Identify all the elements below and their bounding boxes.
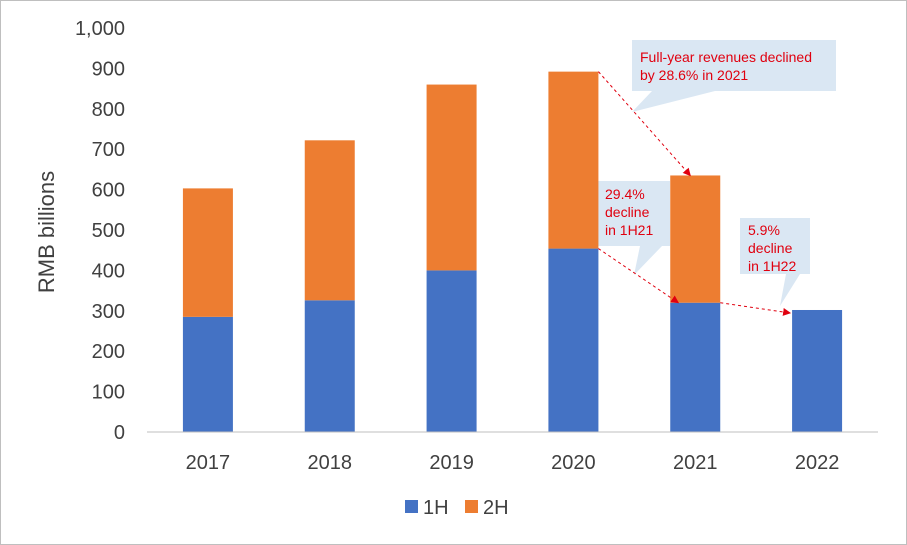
bar-1h-2019 bbox=[426, 270, 477, 432]
y-axis-ticks: 0 100 200 300 400 500 600 700 800 900 1,000 bbox=[75, 18, 125, 444]
callouts: Full-year revenues declined by 28.6% in … bbox=[597, 40, 836, 306]
y-tick-label: 300 bbox=[92, 301, 125, 323]
bars bbox=[182, 71, 843, 432]
callout-text-fullyear: Full-year revenues declined by 28.6% in … bbox=[640, 49, 816, 83]
bar-1h-2022 bbox=[792, 309, 843, 432]
callout-box-fullyear bbox=[632, 40, 836, 112]
bar-1h-2021 bbox=[670, 302, 721, 432]
legend-label-1h: 1H bbox=[423, 497, 449, 519]
x-axis-ticks: 2017 2018 2019 2020 2021 2022 bbox=[186, 452, 840, 474]
y-tick-label: 1,000 bbox=[75, 18, 125, 40]
bar-1h-2017 bbox=[182, 316, 233, 432]
y-tick-label: 900 bbox=[92, 58, 125, 80]
y-axis-label: RMB billions bbox=[34, 171, 59, 293]
legend-label-2h: 2H bbox=[483, 497, 509, 519]
x-tick-label: 2021 bbox=[673, 452, 718, 474]
y-tick-label: 600 bbox=[92, 180, 125, 202]
callout-1h21-line-2: decline bbox=[605, 204, 650, 220]
callout-1h22-line-2: decline bbox=[748, 240, 793, 256]
bar-2h-2021 bbox=[670, 175, 721, 303]
callout-1h21-line-3: in 1H21 bbox=[605, 222, 653, 238]
arrow-1h22 bbox=[720, 302, 792, 316]
y-tick-label: 800 bbox=[92, 99, 125, 121]
x-tick-label: 2022 bbox=[795, 452, 840, 474]
callout-fullyear-line-2: by 28.6% in 2021 bbox=[640, 67, 748, 83]
bar-2h-2019 bbox=[426, 84, 477, 271]
callout-text-1h21: 29.4% decline in 1H21 bbox=[605, 186, 653, 238]
x-tick-label: 2017 bbox=[186, 452, 231, 474]
y-tick-label: 0 bbox=[114, 422, 125, 444]
callout-fullyear-line-1: Full-year revenues declined bbox=[640, 49, 812, 65]
bar-2h-2017 bbox=[182, 188, 233, 317]
y-tick-label: 400 bbox=[92, 260, 125, 282]
x-tick-label: 2020 bbox=[551, 452, 596, 474]
y-tick-label: 100 bbox=[92, 382, 125, 404]
y-tick-label: 200 bbox=[92, 341, 125, 363]
callout-1h21-line-1: 29.4% bbox=[605, 186, 645, 202]
legend-swatch-2h bbox=[465, 500, 478, 513]
x-tick-label: 2019 bbox=[429, 452, 474, 474]
callout-1h22-line-3: in 1H22 bbox=[748, 258, 796, 274]
callout-box-1h22 bbox=[740, 218, 810, 306]
y-tick-label: 700 bbox=[92, 139, 125, 161]
arrow-1h21 bbox=[598, 248, 680, 304]
callout-box-1h21 bbox=[597, 181, 670, 275]
bar-2h-2018 bbox=[304, 140, 355, 301]
bar-1h-2018 bbox=[304, 300, 355, 432]
x-tick-label: 2018 bbox=[308, 452, 353, 474]
bar-2h-2020 bbox=[548, 71, 599, 249]
legend-swatch-1h bbox=[405, 500, 418, 513]
callout-1h22-line-1: 5.9% bbox=[748, 222, 780, 238]
callout-text-1h22: 5.9% decline in 1H22 bbox=[748, 222, 796, 274]
bar-1h-2020 bbox=[548, 248, 599, 432]
legend: 1H 2H bbox=[405, 497, 509, 519]
y-tick-label: 500 bbox=[92, 220, 125, 242]
decline-arrows bbox=[598, 71, 792, 316]
arrow-fullyear bbox=[598, 71, 691, 177]
